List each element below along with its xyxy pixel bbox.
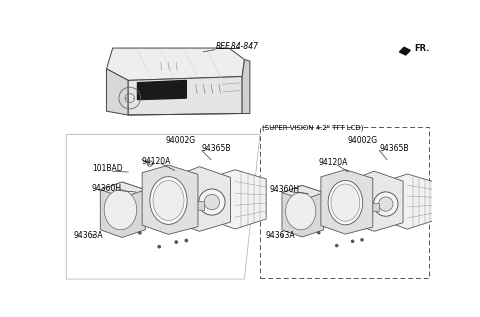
Circle shape [139,232,141,234]
Circle shape [199,189,225,215]
Ellipse shape [286,193,316,230]
Polygon shape [107,48,244,81]
Text: 94002G: 94002G [347,136,377,145]
Text: 94360H: 94360H [269,185,300,194]
Circle shape [318,232,320,234]
Polygon shape [242,60,250,113]
Text: 94002G: 94002G [165,136,195,145]
Text: 94363A: 94363A [265,231,295,240]
Circle shape [373,192,398,216]
Circle shape [172,190,190,208]
Circle shape [175,241,178,243]
Polygon shape [100,182,145,237]
Circle shape [185,239,188,242]
Circle shape [379,197,393,211]
Circle shape [158,246,160,248]
Polygon shape [172,167,230,231]
Polygon shape [100,182,145,197]
Polygon shape [382,174,436,229]
Polygon shape [128,76,242,115]
Text: 94120A: 94120A [318,158,348,167]
Polygon shape [282,185,324,200]
Text: FR.: FR. [414,44,430,53]
Ellipse shape [153,180,184,221]
Polygon shape [282,185,324,237]
Text: REF.84-847: REF.84-847 [216,42,259,51]
Bar [190,201,204,210]
Polygon shape [399,47,410,55]
Circle shape [343,187,372,216]
Polygon shape [137,81,186,100]
Circle shape [204,194,220,210]
Ellipse shape [150,177,187,224]
Polygon shape [207,170,266,229]
Text: 94360H: 94360H [91,184,121,193]
Text: 101BAD: 101BAD [93,165,123,173]
Circle shape [336,244,338,247]
Polygon shape [142,165,198,234]
Ellipse shape [328,180,363,225]
Circle shape [351,240,354,243]
Text: 94365B: 94365B [202,144,231,153]
Ellipse shape [104,190,137,230]
Ellipse shape [331,184,360,221]
Text: 94363A: 94363A [74,231,104,240]
Polygon shape [348,171,403,231]
Circle shape [361,239,363,241]
Bar [366,203,379,211]
Bar [260,126,429,278]
Text: 94120A: 94120A [142,157,171,166]
Text: (SUPER VISION 4.2" TFT LCD): (SUPER VISION 4.2" TFT LCD) [262,124,364,131]
Circle shape [166,184,196,214]
Text: 94365B: 94365B [379,144,409,153]
Polygon shape [321,170,373,234]
Circle shape [348,193,366,210]
Polygon shape [107,69,128,115]
